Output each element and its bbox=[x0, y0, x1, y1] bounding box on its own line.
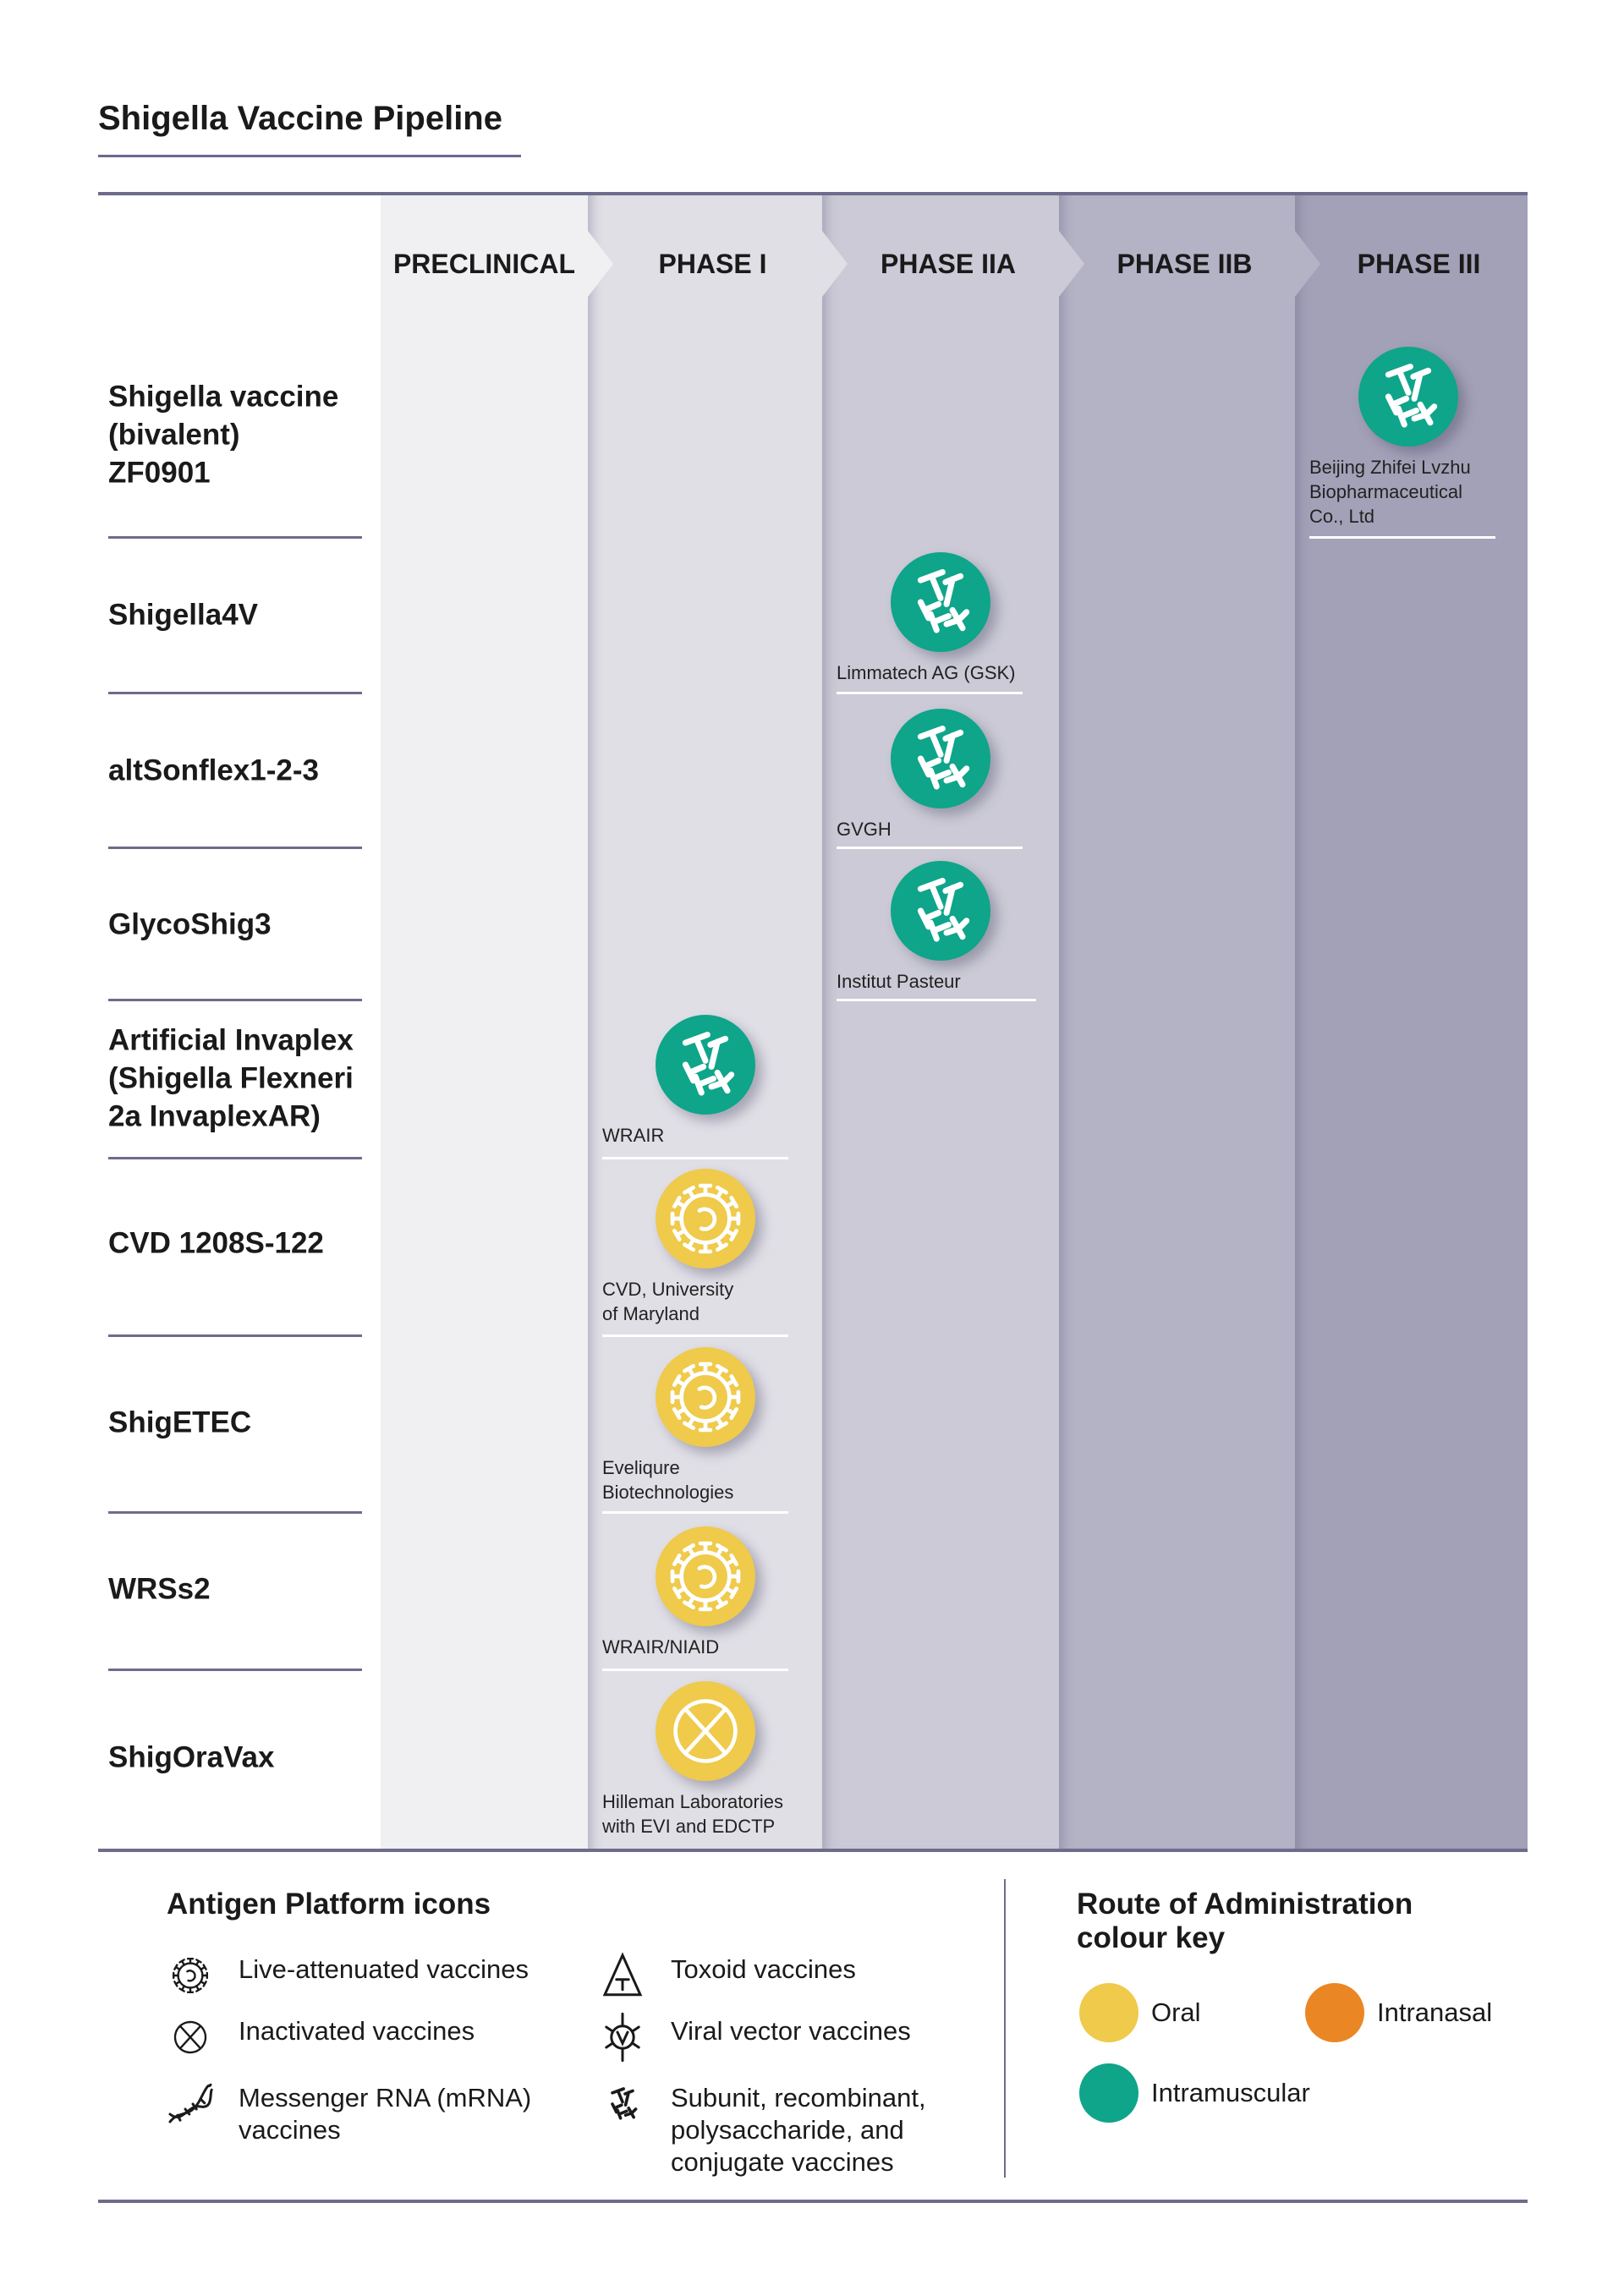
platform-legend-label: Toxoid vaccines bbox=[671, 1954, 856, 1984]
candidate-name: GlycoShig3 bbox=[108, 907, 272, 941]
live-attenuated-icon bbox=[656, 1362, 755, 1450]
candidate-name: Artificial Invaplex (Shigella Flexneri 2… bbox=[108, 1023, 354, 1133]
candidate-marker[interactable] bbox=[655, 1015, 755, 1118]
candidate-marker[interactable] bbox=[655, 1526, 755, 1626]
title-underline bbox=[98, 155, 521, 157]
phase-header: PHASE IIB bbox=[1116, 249, 1253, 279]
route-legend-title: Route of Administration colour key bbox=[1077, 1888, 1413, 1954]
developer-separator bbox=[837, 847, 1023, 849]
toxoid-icon bbox=[597, 1950, 648, 2001]
phase-column bbox=[381, 195, 588, 1850]
developer-label: WRAIR/NIAID bbox=[602, 1636, 720, 1658]
live-attenuated-icon bbox=[656, 1541, 755, 1630]
candidate-name: WRSs2 bbox=[108, 1572, 211, 1606]
row-separator bbox=[108, 692, 362, 694]
phase-header: PHASE IIA bbox=[880, 249, 1017, 279]
developer-label: Beijing Zhifei Lvzhu Biopharmaceutical C… bbox=[1309, 457, 1471, 527]
developer-label: GVGH bbox=[837, 819, 892, 840]
candidate-name: Shigella vaccine (bivalent) ZF0901 bbox=[108, 380, 339, 490]
route-legend-label: Oral bbox=[1151, 1997, 1201, 2027]
platform-legend-label: Subunit, recombinant, polysaccharide, an… bbox=[671, 2083, 926, 2177]
legend-divider bbox=[1004, 1879, 1006, 2178]
candidate-marker[interactable] bbox=[655, 1347, 755, 1450]
page-bottom-rule bbox=[98, 2200, 1528, 2203]
route-legend-label: Intramuscular bbox=[1151, 2078, 1310, 2107]
subunit-icon bbox=[656, 1032, 755, 1118]
developer-separator bbox=[602, 1669, 788, 1671]
candidate-name: Shigella4V bbox=[108, 598, 259, 632]
candidate-marker[interactable] bbox=[891, 861, 990, 961]
row-separator bbox=[108, 1669, 362, 1671]
live-attenuated-icon bbox=[165, 1950, 216, 2001]
row-separator bbox=[108, 1511, 362, 1514]
phase-column bbox=[822, 195, 1059, 1850]
developer-label: CVD, University of Maryland bbox=[602, 1279, 734, 1324]
table-bottom-rule bbox=[98, 1849, 1528, 1852]
developer-separator bbox=[837, 692, 1023, 694]
candidate-marker[interactable] bbox=[1358, 347, 1458, 447]
developer-label: WRAIR bbox=[602, 1125, 665, 1146]
developer-label: Limmatech AG (GSK) bbox=[837, 662, 1016, 683]
row-separator bbox=[108, 1157, 362, 1159]
phase-header: PHASE I bbox=[658, 249, 767, 279]
page-title: Shigella Vaccine Pipeline bbox=[98, 100, 502, 137]
route-swatch bbox=[1079, 2063, 1138, 2123]
phase-header: PRECLINICAL bbox=[392, 249, 576, 279]
platform-legend-label: Viral vector vaccines bbox=[671, 2016, 911, 2046]
phase-header: PHASE III bbox=[1357, 249, 1481, 279]
row-separator bbox=[108, 1334, 362, 1337]
row-separator bbox=[108, 536, 362, 539]
route-legend-label: Intranasal bbox=[1377, 1997, 1493, 2027]
developer-separator bbox=[602, 1334, 788, 1337]
subunit-icon bbox=[891, 569, 990, 655]
candidate-name: ShigETEC bbox=[108, 1406, 252, 1439]
developer-separator bbox=[602, 1157, 788, 1159]
route-swatch bbox=[1305, 1983, 1364, 2042]
row-separator bbox=[108, 999, 362, 1001]
candidate-name: CVD 1208S-122 bbox=[108, 1226, 324, 1260]
phase-column bbox=[1059, 195, 1295, 1850]
inactivated-icon bbox=[165, 2012, 216, 2063]
subunit-icon bbox=[1358, 364, 1458, 450]
candidate-marker[interactable] bbox=[655, 1169, 755, 1272]
developer-separator bbox=[1309, 536, 1495, 539]
inactivated-icon bbox=[656, 1699, 755, 1784]
phase-column bbox=[1295, 195, 1528, 1850]
candidate-name: ShigOraVax bbox=[108, 1740, 275, 1774]
developer-label: Eveliqure Biotechnologies bbox=[602, 1457, 734, 1503]
platform-legend-label: Live-attenuated vaccines bbox=[239, 1954, 529, 1984]
platform-legend-title: Antigen Platform icons bbox=[167, 1888, 491, 1921]
developer-label: Institut Pasteur bbox=[837, 971, 961, 992]
subunit-icon bbox=[891, 726, 990, 812]
candidate-marker[interactable] bbox=[891, 709, 990, 808]
subunit-icon bbox=[891, 878, 990, 964]
subunit-icon bbox=[597, 2079, 648, 2129]
platform-legend-label: Inactivated vaccines bbox=[239, 2016, 475, 2046]
developer-separator bbox=[602, 1511, 788, 1514]
candidate-name: altSonflex1-2-3 bbox=[108, 753, 319, 787]
developer-separator bbox=[837, 999, 1036, 1001]
viral-vector-icon bbox=[597, 2012, 648, 2063]
route-swatch bbox=[1079, 1983, 1138, 2042]
platform-legend-label: Messenger RNA (mRNA) vaccines bbox=[239, 2083, 532, 2145]
developer-label: Hilleman Laboratories with EVI and EDCTP bbox=[602, 1791, 783, 1837]
row-separator bbox=[108, 847, 362, 849]
table-top-rule bbox=[98, 192, 1528, 195]
live-attenuated-icon bbox=[656, 1183, 755, 1272]
candidate-marker[interactable] bbox=[655, 1681, 755, 1784]
mrna-icon bbox=[165, 2079, 216, 2129]
candidate-marker[interactable] bbox=[891, 552, 990, 652]
